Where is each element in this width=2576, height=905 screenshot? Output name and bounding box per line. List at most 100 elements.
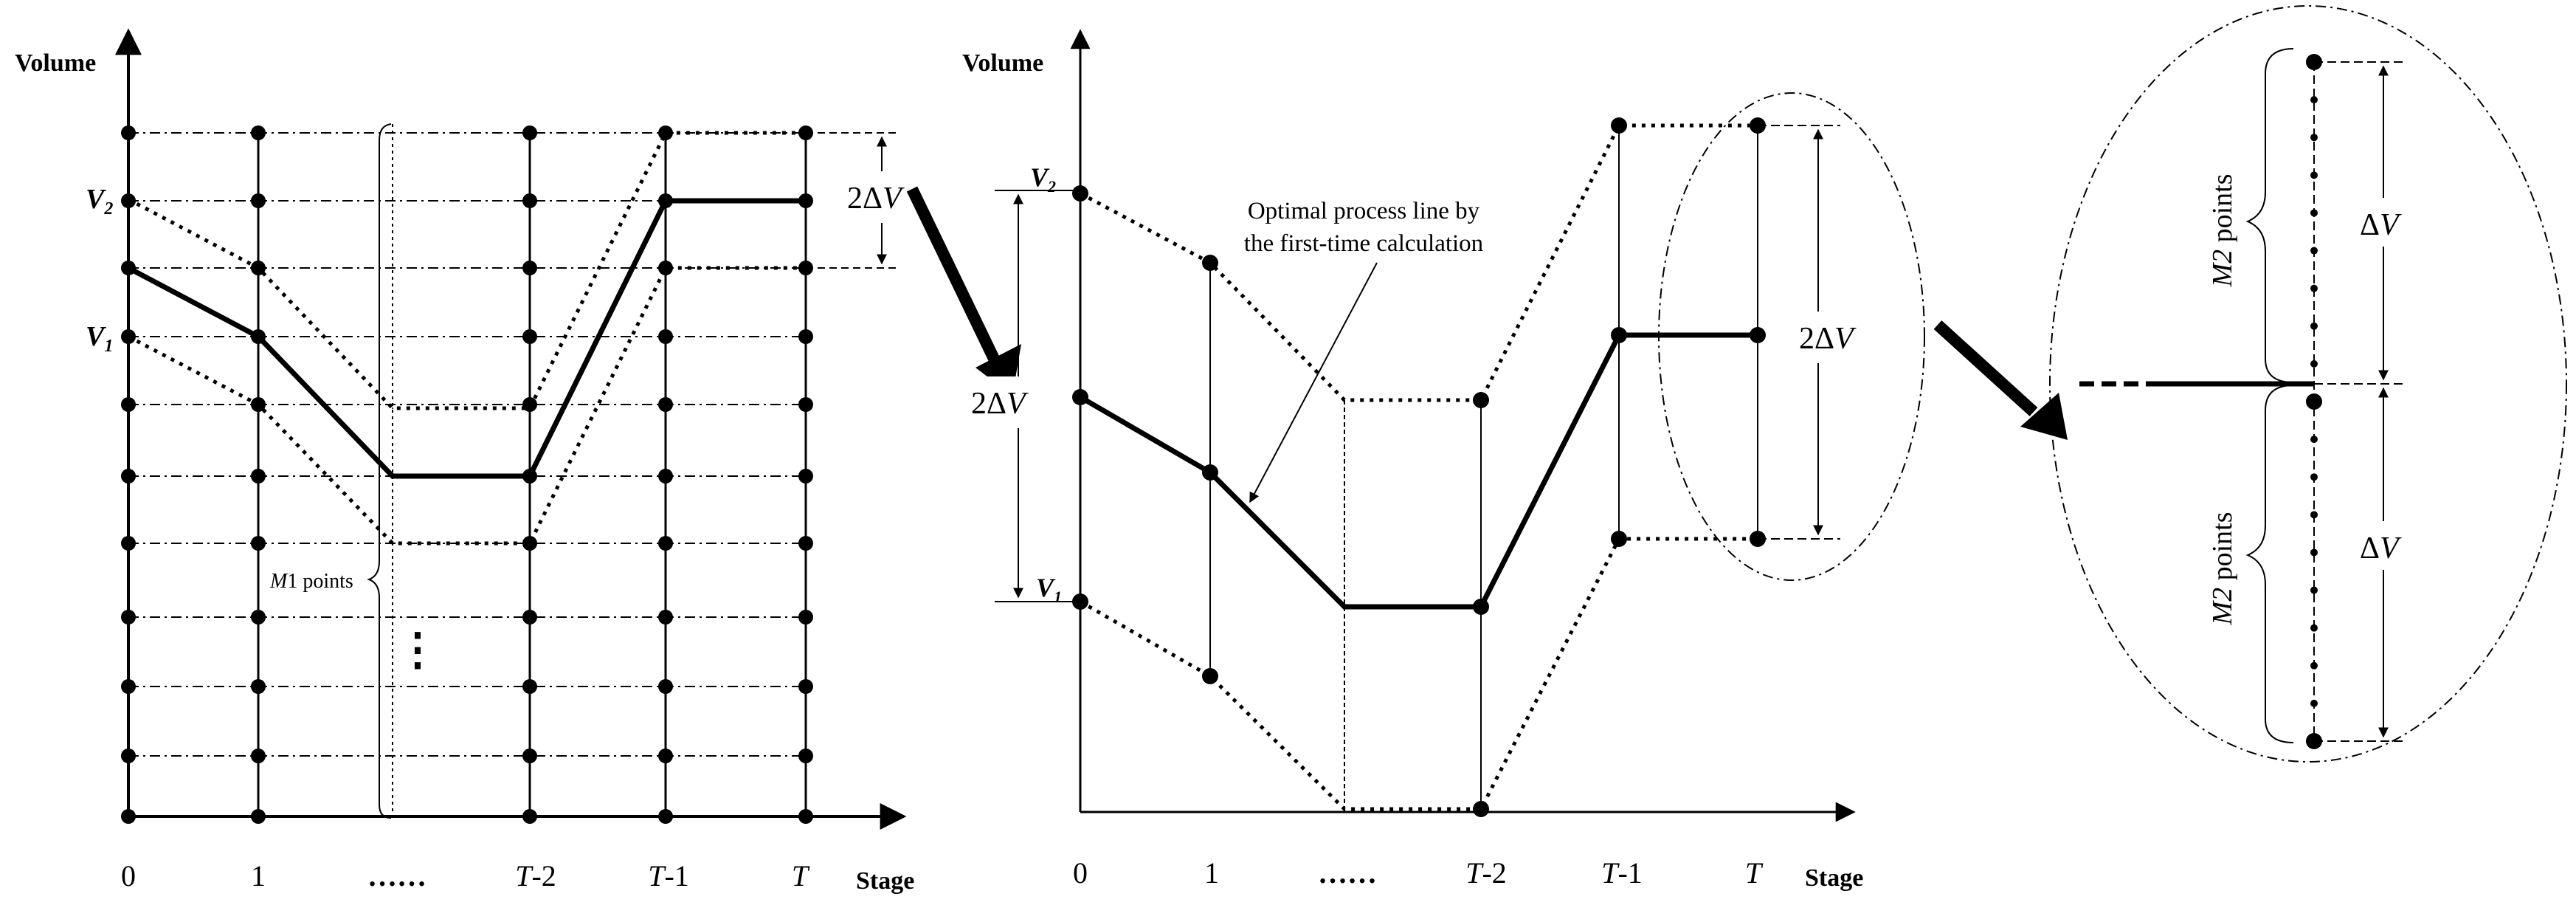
left-grid-point xyxy=(121,125,136,140)
left-grid-point xyxy=(798,329,813,344)
left-grid-point xyxy=(251,749,266,763)
middle-annotation-pointer xyxy=(1249,262,1378,503)
left-grid-point xyxy=(522,469,537,484)
right-point xyxy=(2310,209,2318,217)
left-grid-point xyxy=(251,193,266,208)
left-grid-point xyxy=(522,809,537,824)
left-grid-point xyxy=(658,193,673,208)
left-x-axis-label: Stage xyxy=(856,867,914,895)
left-grid-point xyxy=(251,610,266,624)
middle-left-range-label: 2ΔV xyxy=(971,387,1029,421)
left-m1-label: M1 points xyxy=(269,570,353,593)
middle-lower-bound-line xyxy=(1079,537,1758,811)
right-point xyxy=(2310,586,2318,594)
left-grid-point xyxy=(658,125,673,140)
left-grid-point xyxy=(121,679,136,694)
middle-annotation-line-1: Optimal process line by xyxy=(1248,198,1480,224)
right-point xyxy=(2310,134,2318,142)
left-grid-point xyxy=(798,469,813,484)
right-point xyxy=(2310,436,2318,444)
left-lower-bound-line xyxy=(127,266,806,546)
left-grid-point xyxy=(251,397,266,412)
left-range-label: 2ΔV xyxy=(847,182,905,216)
right-point xyxy=(2310,284,2318,292)
left-grid-point xyxy=(251,679,266,694)
left-grid-point xyxy=(522,329,537,344)
left-grid-point xyxy=(658,749,673,763)
stage-label: 0 xyxy=(1073,856,1088,889)
left-grid-point xyxy=(121,610,136,624)
right-upper-points-label: M2 points xyxy=(2207,173,2238,287)
middle-v2-label: V2 xyxy=(1030,162,1056,196)
left-grid-point xyxy=(121,261,136,275)
right-lower-brace xyxy=(2245,385,2294,743)
right-point xyxy=(2306,393,2322,410)
left-grid-point xyxy=(658,610,673,624)
left-grid-point xyxy=(522,749,537,763)
left-grid-point xyxy=(658,536,673,551)
right-lower-delta-bg xyxy=(2352,521,2419,570)
left-grid-point xyxy=(798,809,813,824)
left-grid-point xyxy=(658,469,673,484)
left-line-vertex xyxy=(392,407,393,409)
middle-zoom-ellipse xyxy=(1658,92,1925,581)
left-grid-point xyxy=(251,809,266,824)
middle-annotation-line-2: the first-time calculation xyxy=(1244,230,1483,257)
stage-label: …… xyxy=(367,859,427,892)
right-point xyxy=(2310,171,2318,179)
left-grid-point xyxy=(522,679,537,694)
right-point xyxy=(2310,247,2318,255)
right-zoom-ellipse xyxy=(2049,5,2567,763)
middle-optimal-line xyxy=(1079,332,1758,610)
right-point xyxy=(2310,322,2318,330)
middle-point xyxy=(1611,327,1627,343)
left-grid-point xyxy=(522,261,537,275)
middle-right-range-label: 2ΔV xyxy=(1799,322,1857,356)
left-grid-point xyxy=(798,397,813,412)
left-upper-bound-line xyxy=(127,131,806,410)
left-grid-point xyxy=(121,809,136,824)
left-m1-bracket xyxy=(367,123,392,819)
left-grid-point xyxy=(658,261,673,275)
middle-upper-bound-line xyxy=(1079,123,1758,402)
left-grid-point xyxy=(121,329,136,344)
stage-label: T xyxy=(792,859,810,892)
right-upper-delta-bg xyxy=(2352,198,2419,247)
stage-label: 1 xyxy=(251,859,266,892)
middle-point xyxy=(1611,531,1627,547)
middle-right-range-bg xyxy=(1793,312,1882,363)
right-point xyxy=(2310,96,2318,104)
right-point xyxy=(2310,511,2318,519)
left-grid-point xyxy=(522,193,537,208)
right-point xyxy=(2310,473,2318,481)
left-panel: M1 points ⋮ 2ΔV Volume V2 V1 0 1 …… T-2 T-1 T… xyxy=(15,28,927,895)
stage-label: T xyxy=(1745,856,1764,889)
middle-point xyxy=(1473,599,1489,615)
left-grid-point xyxy=(121,469,136,484)
left-grid-point xyxy=(798,679,813,694)
middle-x-axis-label: Stage xyxy=(1805,864,1863,892)
left-grid-point xyxy=(121,536,136,551)
middle-point xyxy=(1202,464,1218,481)
left-grid-point xyxy=(251,536,266,551)
right-point xyxy=(2310,548,2318,557)
middle-point xyxy=(1072,185,1088,202)
left-v1-label: V1 xyxy=(86,321,113,356)
left-grid-point xyxy=(251,469,266,484)
left-to-middle-arrow xyxy=(906,186,1001,363)
left-grid-point xyxy=(798,610,813,624)
left-grid-point xyxy=(522,610,537,624)
right-point xyxy=(2310,699,2318,707)
stage-label: T-2 xyxy=(515,859,556,892)
middle-point xyxy=(1750,327,1766,343)
left-grid-point xyxy=(251,329,266,344)
left-grid-point xyxy=(522,536,537,551)
right-lower-delta-label: ΔV xyxy=(2360,531,2402,565)
right-panel: ΔV ΔV M2 points M2 points xyxy=(2049,5,2567,763)
right-point xyxy=(2310,661,2318,670)
middle-point xyxy=(1611,117,1627,134)
left-grid-point xyxy=(522,125,537,140)
right-lower-points-label: M2 points xyxy=(2207,512,2238,625)
right-upper-delta-label: ΔV xyxy=(2360,208,2402,242)
middle-stage-labels: 0 1 …… T-2 T-1 T xyxy=(1073,856,1764,889)
